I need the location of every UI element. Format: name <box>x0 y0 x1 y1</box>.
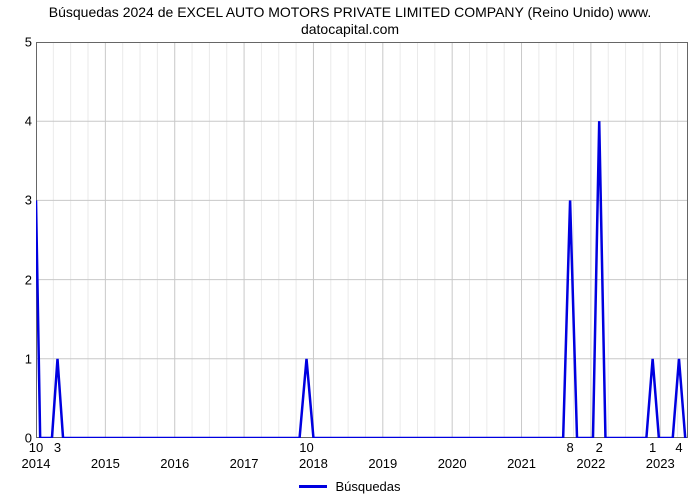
x-tick-label: 2019 <box>368 456 397 471</box>
legend-swatch <box>299 485 327 488</box>
x-tick-label: 2015 <box>91 456 120 471</box>
x-tick-label: 2014 <box>22 456 51 471</box>
data-point-label: 10 <box>29 440 43 455</box>
x-tick-label: 2021 <box>507 456 536 471</box>
y-tick-label: 1 <box>8 351 32 366</box>
line-chart-svg <box>36 42 688 438</box>
data-point-label: 10 <box>299 440 313 455</box>
y-tick-label: 2 <box>8 272 32 287</box>
legend-label: Búsquedas <box>335 479 400 494</box>
x-tick-label: 2020 <box>438 456 467 471</box>
data-point-label: 2 <box>596 440 603 455</box>
chart-title-line2: datocapital.com <box>301 21 399 37</box>
x-tick-label: 2018 <box>299 456 328 471</box>
y-tick-label: 5 <box>8 35 32 50</box>
x-tick-label: 2023 <box>646 456 675 471</box>
data-point-label: 4 <box>675 440 682 455</box>
y-tick-label: 4 <box>8 114 32 129</box>
chart-title: Búsquedas 2024 de EXCEL AUTO MOTORS PRIV… <box>0 0 700 38</box>
chart-title-line1: Búsquedas 2024 de EXCEL AUTO MOTORS PRIV… <box>49 4 651 20</box>
x-tick-label: 2022 <box>576 456 605 471</box>
data-point-label: 3 <box>54 440 61 455</box>
data-point-label: 8 <box>566 440 573 455</box>
y-tick-label: 3 <box>8 193 32 208</box>
x-tick-label: 2016 <box>160 456 189 471</box>
data-point-label: 1 <box>649 440 656 455</box>
chart-container: Búsquedas 2024 de EXCEL AUTO MOTORS PRIV… <box>0 0 700 500</box>
x-tick-label: 2017 <box>230 456 259 471</box>
plot-area <box>36 42 688 438</box>
chart-legend: Búsquedas <box>0 478 700 494</box>
